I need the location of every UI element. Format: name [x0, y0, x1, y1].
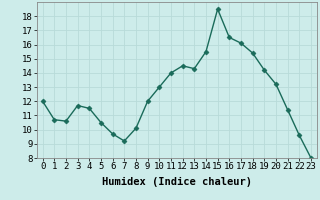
X-axis label: Humidex (Indice chaleur): Humidex (Indice chaleur)	[102, 177, 252, 187]
